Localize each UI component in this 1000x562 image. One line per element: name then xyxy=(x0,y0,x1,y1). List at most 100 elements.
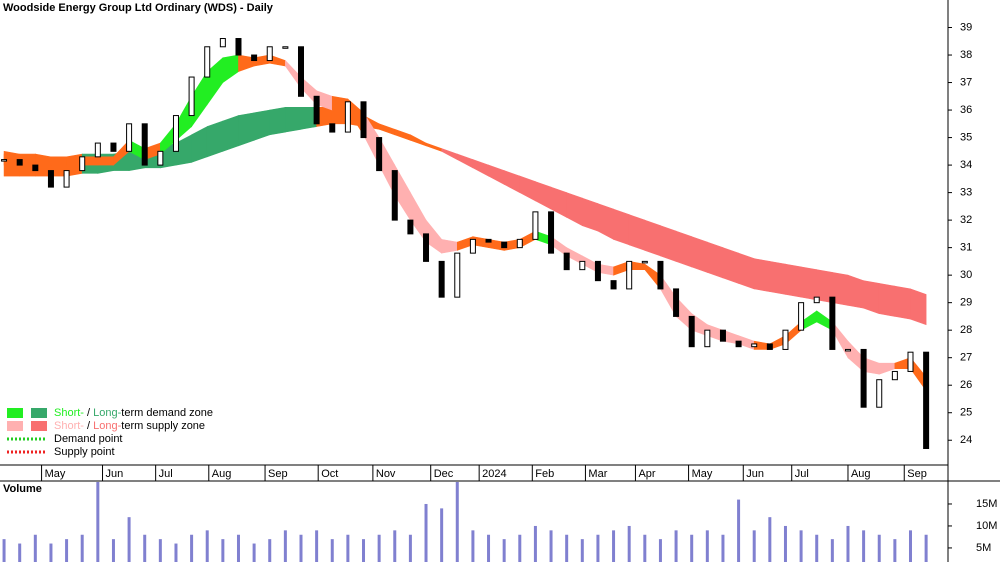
legend-text-part: Demand point xyxy=(54,433,123,445)
candle xyxy=(423,233,430,262)
long-term-zone xyxy=(894,285,911,320)
volume-bar xyxy=(205,530,209,562)
candle xyxy=(501,241,508,249)
candle xyxy=(32,164,39,172)
candle xyxy=(594,260,601,282)
volume-bar xyxy=(362,539,366,562)
volume-bar xyxy=(236,534,240,562)
volume-bar xyxy=(658,539,662,562)
x-tick-label: Jun xyxy=(746,468,764,480)
volume-bar xyxy=(283,530,287,562)
candle xyxy=(907,351,914,372)
long-term-zone xyxy=(910,288,927,326)
candle xyxy=(688,315,695,348)
long-term-zone xyxy=(206,120,224,158)
volume-bar xyxy=(924,534,928,562)
legend-label: Supply point xyxy=(54,446,115,458)
candle xyxy=(282,46,289,49)
candle xyxy=(829,296,836,350)
volume-bar xyxy=(408,534,412,562)
x-tick-label: Jun xyxy=(106,468,124,480)
candle xyxy=(110,142,117,152)
volume-bar xyxy=(18,543,22,562)
volume-bar xyxy=(471,530,475,562)
candle xyxy=(657,260,664,290)
long-term-zone xyxy=(722,247,739,284)
candle xyxy=(344,101,351,133)
y-tick-label: 30 xyxy=(960,269,972,281)
volume-bar xyxy=(346,534,350,562)
volume-bar xyxy=(127,517,131,562)
volume-bar xyxy=(815,534,819,562)
long-term-zone xyxy=(238,112,255,147)
x-tick-label: Jul xyxy=(159,468,173,480)
volume-bar xyxy=(565,534,569,562)
legend-text-part: Supply point xyxy=(54,446,115,458)
legend-text-part: term demand zone xyxy=(121,407,213,419)
volume-bar xyxy=(49,543,53,562)
candle xyxy=(313,95,320,125)
candle xyxy=(813,296,820,304)
candle xyxy=(16,159,23,166)
volume-bar xyxy=(502,539,506,562)
candle xyxy=(376,137,383,172)
volume-bar xyxy=(377,534,381,562)
legend-text-part: Long- xyxy=(93,407,121,419)
volume-bar xyxy=(768,517,772,562)
volume-bar xyxy=(830,539,834,562)
y-tick-label: 38 xyxy=(960,49,972,61)
volume-bar xyxy=(143,534,147,562)
volume-bar xyxy=(190,534,194,562)
volume-bar xyxy=(877,534,881,562)
x-tick-label: Nov xyxy=(376,468,396,480)
candle xyxy=(454,252,461,298)
volume-bar xyxy=(674,530,678,562)
volume-bar xyxy=(862,530,866,562)
volume-bar xyxy=(580,539,584,562)
x-tick-label: May xyxy=(45,468,66,480)
candle xyxy=(126,123,133,152)
candle xyxy=(563,252,570,271)
volume-bar xyxy=(705,530,709,562)
candle xyxy=(579,260,586,271)
volume-bar xyxy=(80,534,84,562)
volume-bar xyxy=(783,525,787,562)
volume-tick-label: 15M xyxy=(976,498,997,510)
volume-bar xyxy=(721,534,725,562)
long-term-zone xyxy=(582,197,599,232)
x-tick-label: Oct xyxy=(321,468,338,480)
candle xyxy=(610,280,617,290)
long-term-zone xyxy=(878,283,896,317)
volume-bar xyxy=(440,508,444,562)
y-tick-label: 31 xyxy=(960,242,972,254)
volume-bar xyxy=(643,534,647,562)
long-term-zone xyxy=(660,225,677,262)
long-term-zone xyxy=(769,261,786,295)
volume-bar xyxy=(2,539,6,562)
candle xyxy=(1,159,8,162)
volume-bar xyxy=(737,499,741,562)
volume-bar xyxy=(690,534,694,562)
y-tick-label: 29 xyxy=(960,297,972,309)
volume-bar xyxy=(268,539,272,562)
y-tick-label: 33 xyxy=(960,187,972,199)
long-term-zone xyxy=(753,258,771,293)
candle xyxy=(251,54,258,62)
volume-bar xyxy=(96,482,100,562)
candle xyxy=(860,348,867,408)
y-tick-label: 26 xyxy=(960,379,972,391)
volume-bar xyxy=(33,534,37,562)
long-term-zone xyxy=(269,106,286,136)
chart-title: Woodside Energy Group Ltd Ordinary (WDS)… xyxy=(3,2,274,14)
candle xyxy=(297,46,304,97)
volume-bar xyxy=(893,539,897,562)
candle xyxy=(626,260,633,290)
legend-swatch xyxy=(31,421,47,431)
volume-bar xyxy=(315,530,319,562)
legend-swatch xyxy=(7,408,23,418)
volume-bar xyxy=(455,482,459,562)
y-tick-label: 34 xyxy=(960,159,972,171)
x-tick-label: Aug xyxy=(212,468,232,480)
x-tick-label: Feb xyxy=(535,468,554,480)
